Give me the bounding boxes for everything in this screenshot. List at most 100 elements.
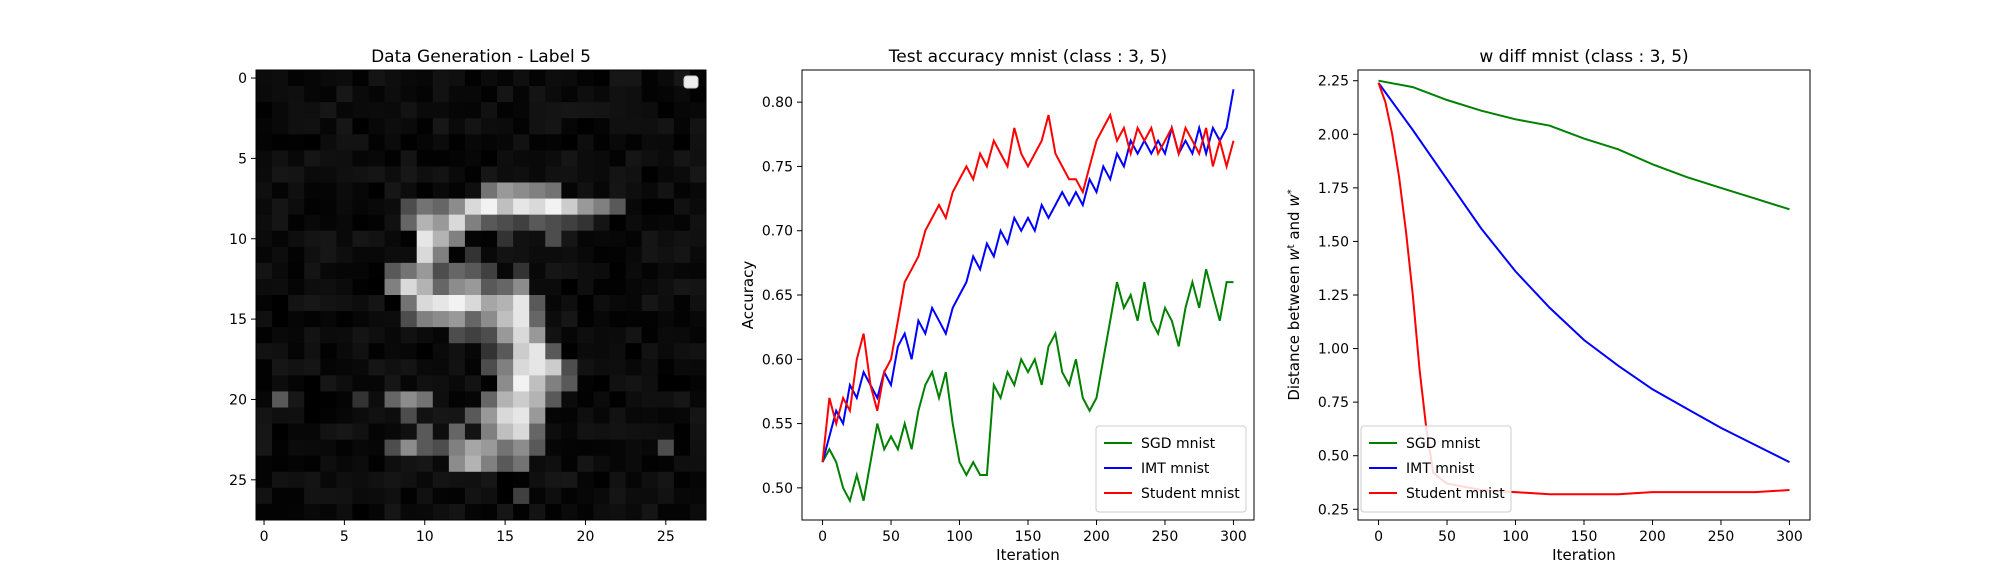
heatmap-cell <box>625 487 643 505</box>
heatmap-cell <box>304 455 321 473</box>
heatmap-cell <box>384 70 402 87</box>
heatmap-cell <box>352 246 369 264</box>
heatmap-cell <box>673 278 691 296</box>
heatmap-cell <box>593 278 610 296</box>
heatmap-cell <box>625 295 643 312</box>
heatmap-cell <box>352 407 369 424</box>
heatmap-cell <box>561 455 578 473</box>
heatmap-cell <box>673 503 691 521</box>
heatmap-cell <box>497 166 514 183</box>
heatmap-cell <box>416 230 434 248</box>
heatmap-cell <box>384 343 402 360</box>
heatmap-cell <box>384 262 402 280</box>
heatmap-cell <box>320 166 337 183</box>
heatmap-cell <box>416 423 434 441</box>
heatmap-cell <box>272 262 289 280</box>
panel3-y-axis-label: Distance between wt and w* <box>1285 189 1303 400</box>
heatmap-cell <box>352 375 369 392</box>
heatmap-cell <box>689 343 707 360</box>
heatmap-cell <box>432 487 450 505</box>
heatmap-cell <box>448 118 466 135</box>
heatmap-cell <box>352 471 369 489</box>
heatmap-cell <box>464 182 482 199</box>
heatmap-cell <box>288 407 305 424</box>
x-tick-label: 200 <box>1083 529 1110 545</box>
heatmap-cell <box>641 455 659 473</box>
heatmap-cell <box>416 102 434 119</box>
heatmap-cell <box>400 246 418 264</box>
heatmap-cell <box>657 230 675 248</box>
heatmap-cell <box>481 343 498 360</box>
heatmap-cell <box>673 439 691 457</box>
heatmap-cell <box>657 455 675 473</box>
heatmap-cell <box>529 423 546 441</box>
panel3-y-ticks: 0.25 0.50 0.75 1.00 1.25 1.50 1.75 2.00 2.25 <box>1318 74 1358 518</box>
heatmap-cell <box>673 86 691 103</box>
heatmap-cell <box>368 375 385 392</box>
heatmap-cell <box>529 214 546 232</box>
heatmap-cell <box>593 423 610 441</box>
heatmap-cell <box>368 487 385 505</box>
heatmap-cell <box>256 134 273 151</box>
heatmap-cell <box>256 246 273 264</box>
heatmap-cell <box>432 70 450 87</box>
heatmap-cell <box>304 439 321 457</box>
heatmap-cell <box>432 246 450 264</box>
heatmap-cell <box>304 86 321 103</box>
heatmap-cell <box>609 134 627 151</box>
heatmap-cell <box>481 182 498 199</box>
heatmap-cell <box>545 375 562 392</box>
heatmap-cell <box>288 246 305 264</box>
heatmap-cell <box>513 102 530 119</box>
heatmap-cell <box>593 150 610 167</box>
heatmap-cell <box>432 198 450 216</box>
heatmap-cell <box>609 214 627 232</box>
heatmap-cell <box>513 214 530 232</box>
heatmap-cell <box>320 134 337 151</box>
heatmap-cell <box>352 391 369 408</box>
heatmap-cell <box>497 134 514 151</box>
heatmap-cell <box>593 343 610 360</box>
y-tick-label: 0 <box>238 71 247 87</box>
heatmap-cell <box>304 471 321 489</box>
heatmap-cell <box>545 407 562 424</box>
heatmap-cell <box>513 86 530 103</box>
heatmap-cell <box>464 311 482 328</box>
heatmap-cell <box>497 214 514 232</box>
heatmap-cell <box>256 487 273 505</box>
panel2-series-lines <box>821 89 1235 504</box>
heatmap-cell <box>256 391 273 408</box>
heatmap-cell <box>577 166 594 183</box>
heatmap-cell <box>304 150 321 167</box>
heatmap-cell <box>352 455 369 473</box>
legend-box <box>1095 425 1247 513</box>
heatmap-cell <box>689 278 707 296</box>
heatmap-cell <box>416 375 434 392</box>
heatmap-cell <box>384 327 402 344</box>
heatmap-cell <box>400 70 418 87</box>
heatmap-cell <box>368 150 385 167</box>
heatmap-cell <box>513 455 530 473</box>
heatmap-cell <box>272 391 289 408</box>
heatmap-cell <box>481 407 498 424</box>
heatmap-cell <box>384 230 402 248</box>
panel2-legend: SGD mnist IMT mnist Student mnist <box>1095 425 1247 513</box>
heatmap-cell <box>641 343 659 360</box>
heatmap-cell <box>481 262 498 280</box>
heatmap-cell <box>545 455 562 473</box>
heatmap-cell <box>497 343 514 360</box>
heatmap-cell <box>561 503 578 521</box>
heatmap-cell <box>336 182 353 199</box>
heatmap-cell <box>657 327 675 344</box>
heatmap-cell <box>513 423 530 441</box>
heatmap-cell <box>400 198 418 216</box>
heatmap-cell <box>625 70 643 87</box>
heatmap-cell <box>320 471 337 489</box>
heatmap-cell <box>448 166 466 183</box>
heatmap-cell <box>336 262 353 280</box>
heatmap-cell <box>416 391 434 408</box>
heatmap-cell <box>320 150 337 167</box>
heatmap-cell <box>625 118 643 135</box>
heatmap-cell <box>352 182 369 199</box>
heatmap-cell <box>384 359 402 376</box>
